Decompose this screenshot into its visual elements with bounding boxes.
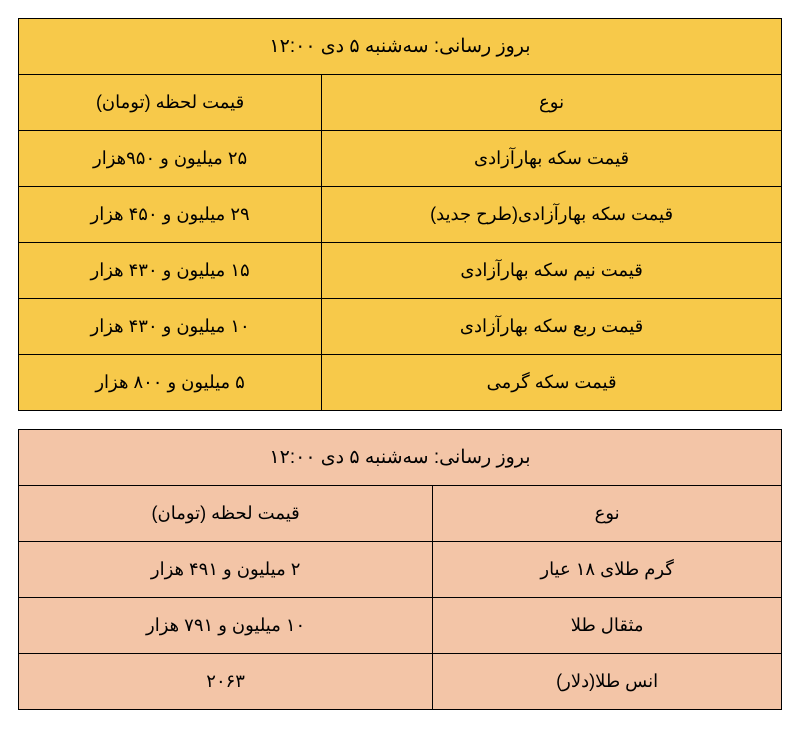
- table-row: گرم طلای ۱۸ عیار ۲ میلیون و ۴۹۱ هزار: [19, 542, 782, 598]
- price-cell: ۲ میلیون و ۴۹۱ هزار: [19, 542, 433, 598]
- price-cell: ۵ میلیون و ۸۰۰ هزار: [19, 355, 322, 411]
- coin-price-table: بروز رسانی: سه‌شنبه ۵ دی ۱۲:۰۰ نوع قیمت …: [18, 18, 782, 411]
- update-label: بروز رسانی: سه‌شنبه ۵ دی ۱۲:۰۰: [19, 430, 782, 486]
- price-cell: ۱۰ میلیون و ۷۹۱ هزار: [19, 598, 433, 654]
- table-row: قیمت سکه بهارآزادی(طرح جدید) ۲۹ میلیون و…: [19, 187, 782, 243]
- table-row: قیمت سکه بهارآزادی ۲۵ میلیون و ۹۵۰هزار: [19, 131, 782, 187]
- table-row: قیمت ربع سکه بهارآزادی ۱۰ میلیون و ۴۳۰ ه…: [19, 299, 782, 355]
- type-cell: قیمت سکه گرمی: [322, 355, 782, 411]
- type-cell: گرم طلای ۱۸ عیار: [433, 542, 782, 598]
- col-header-type: نوع: [433, 486, 782, 542]
- type-cell: قیمت سکه بهارآزادی(طرح جدید): [322, 187, 782, 243]
- gold-price-table: بروز رسانی: سه‌شنبه ۵ دی ۱۲:۰۰ نوع قیمت …: [18, 429, 782, 710]
- col-header-price: قیمت لحظه (تومان): [19, 75, 322, 131]
- table-row: قیمت نیم سکه بهارآزادی ۱۵ میلیون و ۴۳۰ ه…: [19, 243, 782, 299]
- update-row: بروز رسانی: سه‌شنبه ۵ دی ۱۲:۰۰: [19, 430, 782, 486]
- price-cell: ۱۵ میلیون و ۴۳۰ هزار: [19, 243, 322, 299]
- type-cell: انس طلا(دلار): [433, 654, 782, 710]
- table-row: قیمت سکه گرمی ۵ میلیون و ۸۰۰ هزار: [19, 355, 782, 411]
- price-cell: ۲۰۶۳: [19, 654, 433, 710]
- header-row: نوع قیمت لحظه (تومان): [19, 486, 782, 542]
- type-cell: قیمت ربع سکه بهارآزادی: [322, 299, 782, 355]
- table-row: مثقال طلا ۱۰ میلیون و ۷۹۱ هزار: [19, 598, 782, 654]
- header-row: نوع قیمت لحظه (تومان): [19, 75, 782, 131]
- type-cell: قیمت سکه بهارآزادی: [322, 131, 782, 187]
- price-cell: ۲۹ میلیون و ۴۵۰ هزار: [19, 187, 322, 243]
- type-cell: قیمت نیم سکه بهارآزادی: [322, 243, 782, 299]
- col-header-price: قیمت لحظه (تومان): [19, 486, 433, 542]
- price-cell: ۲۵ میلیون و ۹۵۰هزار: [19, 131, 322, 187]
- update-label: بروز رسانی: سه‌شنبه ۵ دی ۱۲:۰۰: [19, 19, 782, 75]
- type-cell: مثقال طلا: [433, 598, 782, 654]
- price-cell: ۱۰ میلیون و ۴۳۰ هزار: [19, 299, 322, 355]
- update-row: بروز رسانی: سه‌شنبه ۵ دی ۱۲:۰۰: [19, 19, 782, 75]
- table-row: انس طلا(دلار) ۲۰۶۳: [19, 654, 782, 710]
- col-header-type: نوع: [322, 75, 782, 131]
